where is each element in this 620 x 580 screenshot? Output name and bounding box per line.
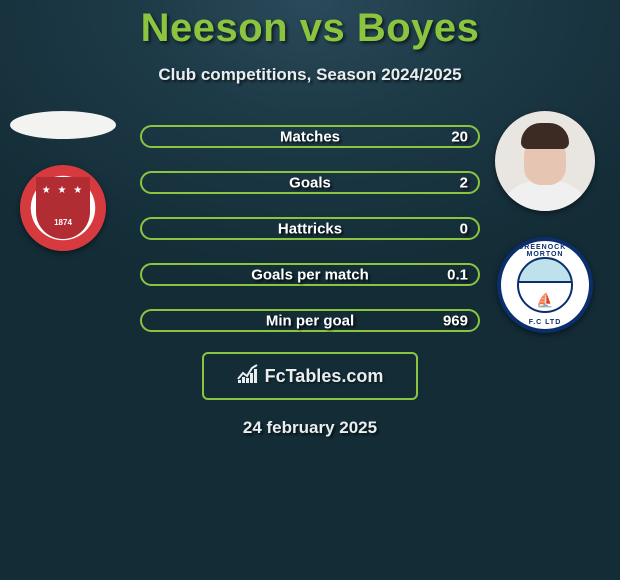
club-crest-left: ★ ★ ★ 1874 — [20, 165, 106, 251]
stat-value-right: 0 — [460, 220, 468, 237]
date-label: 24 february 2025 — [0, 418, 620, 438]
stat-value-right: 20 — [451, 128, 468, 145]
stat-row: Matches 20 — [140, 125, 480, 148]
content: Neeson vs Boyes Club competitions, Seaso… — [0, 0, 620, 438]
crest-stars-icon: ★ ★ ★ — [36, 185, 90, 196]
stat-rows: Matches 20 Goals 2 Hattricks 0 Goals per… — [140, 125, 480, 332]
stat-value-right: 969 — [443, 312, 468, 329]
crest-ring-text-top: GREENOCK MORTON — [501, 244, 589, 258]
stat-label: Goals — [289, 174, 331, 191]
player-left-column: ★ ★ ★ 1874 — [8, 111, 118, 251]
player-right-column: GREENOCK MORTON ⛵ F.C LTD — [490, 111, 600, 333]
crest-shield-icon: ★ ★ ★ 1874 — [36, 177, 90, 239]
stat-row: Goals per match 0.1 — [140, 263, 480, 286]
stat-label: Goals per match — [251, 266, 369, 283]
stat-label: Hattricks — [278, 220, 342, 237]
player-right-avatar — [495, 111, 595, 211]
crest-ring-top-label: GREENOCK — [518, 244, 566, 251]
chart-icon — [237, 364, 259, 389]
stat-value-right: 2 — [460, 174, 468, 191]
avatar-shirt-icon — [500, 181, 590, 211]
ship-icon: ⛵ — [536, 292, 553, 309]
crest-ring-text-bot: F.C LTD — [501, 319, 589, 326]
avatar-hair-icon — [521, 123, 569, 149]
subtitle: Club competitions, Season 2024/2025 — [0, 65, 620, 85]
crest-year: 1874 — [36, 218, 90, 227]
stat-label: Matches — [280, 128, 340, 145]
stat-row: Goals 2 — [140, 171, 480, 194]
brand-name: FcTables.com — [265, 366, 384, 387]
brand-box: FcTables.com — [202, 352, 418, 400]
stat-row: Min per goal 969 — [140, 309, 480, 332]
stats-area: ★ ★ ★ 1874 GREENOCK MORTON ⛵ F.C LT — [0, 125, 620, 332]
page-title: Neeson vs Boyes — [0, 0, 620, 51]
player-left-avatar — [10, 111, 116, 139]
stat-value-right: 0.1 — [447, 266, 468, 283]
stat-row: Hattricks 0 — [140, 217, 480, 240]
stat-label: Min per goal — [266, 312, 354, 329]
club-crest-right: GREENOCK MORTON ⛵ F.C LTD — [497, 237, 593, 333]
